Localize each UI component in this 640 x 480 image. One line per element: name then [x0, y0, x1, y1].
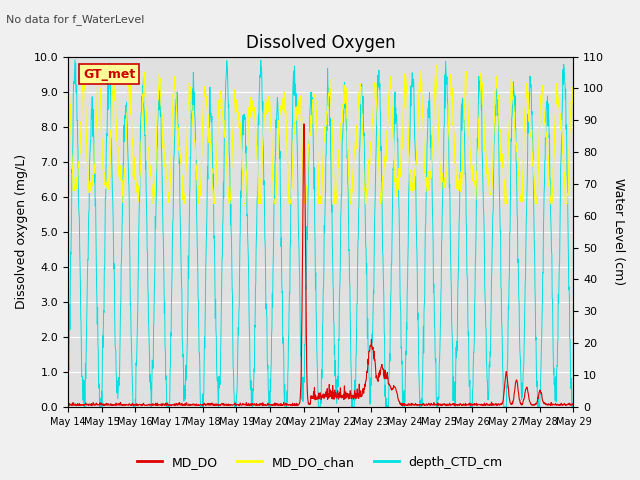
Text: GT_met: GT_met: [83, 68, 135, 81]
Title: Dissolved Oxygen: Dissolved Oxygen: [246, 34, 396, 52]
Y-axis label: Dissolved oxygen (mg/L): Dissolved oxygen (mg/L): [15, 154, 28, 309]
Text: No data for f_WaterLevel: No data for f_WaterLevel: [6, 14, 145, 25]
Y-axis label: Water Level (cm): Water Level (cm): [612, 178, 625, 285]
Legend: MD_DO, MD_DO_chan, depth_CTD_cm: MD_DO, MD_DO_chan, depth_CTD_cm: [132, 451, 508, 474]
